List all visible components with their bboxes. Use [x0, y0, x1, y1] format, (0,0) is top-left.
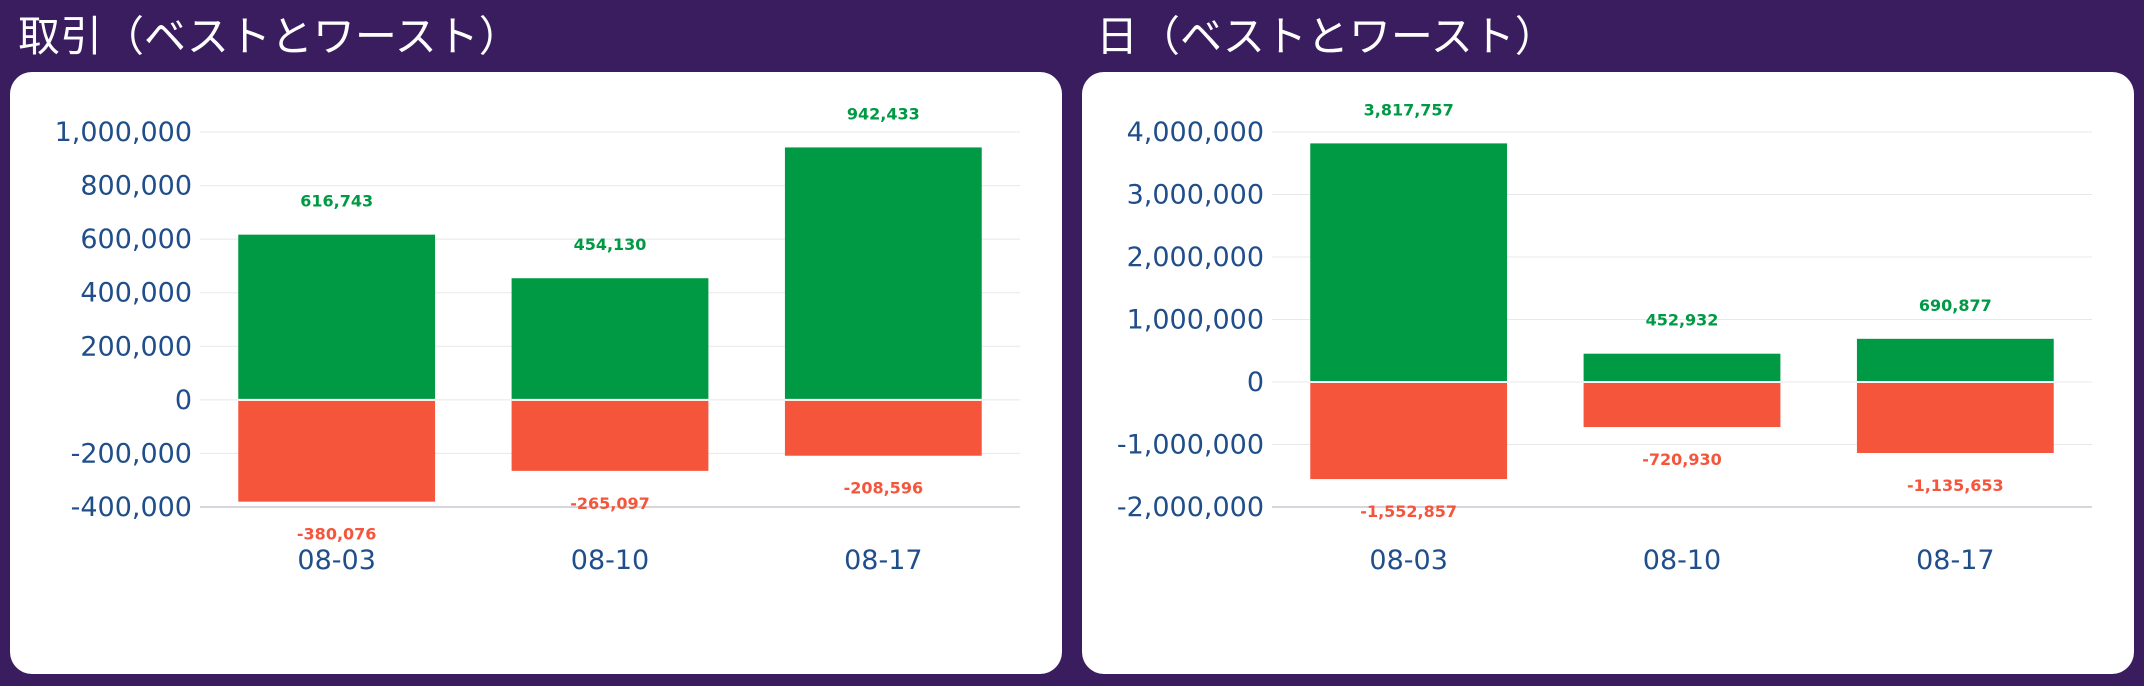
x-tick-label: 08-17: [844, 545, 922, 576]
y-tick-label: -1,000,000: [1117, 430, 1264, 461]
y-tick-label: 0: [175, 385, 192, 416]
bar-worst: [238, 399, 436, 502]
data-label-worst: -380,076: [297, 525, 377, 544]
x-tick-label: 08-10: [571, 545, 649, 576]
data-label-best: 3,817,757: [1364, 100, 1454, 119]
data-label-worst: -1,135,653: [1907, 476, 2004, 495]
chart-card-days: -2,000,000 -1,000,000 0 1,000,000 2,000,000 3…: [1082, 72, 2134, 674]
data-label-best: 452,932: [1646, 311, 1719, 330]
chart-title-days: 日（ベストとワースト）: [1096, 12, 1557, 61]
y-tick-label: 3,000,000: [1127, 180, 1264, 211]
y-tick-label: 1,000,000: [1127, 305, 1264, 336]
data-label-best: 942,433: [847, 104, 920, 123]
bar-best: [1583, 353, 1781, 382]
y-tick-label: 2,000,000: [1127, 242, 1264, 273]
data-label-best: 454,130: [574, 235, 647, 254]
y-tick-label: 200,000: [80, 331, 192, 362]
bar-best: [238, 234, 436, 400]
bar-best: [511, 278, 709, 400]
bar-worst: [1583, 382, 1781, 428]
x-tick-label: 08-03: [297, 545, 375, 576]
y-tick-label: -400,000: [71, 492, 192, 523]
bar-best: [1310, 143, 1508, 382]
chart-title-trades: 取引（ベストとワースト）: [18, 12, 521, 61]
days-chart: -2,000,000 -1,000,000 0 1,000,000 2,000,000 3…: [1117, 100, 2092, 576]
data-label-best: 690,877: [1919, 296, 1992, 315]
data-label-worst: -208,596: [844, 479, 924, 498]
y-tick-label: 600,000: [80, 224, 192, 255]
y-tick-label: 0: [1247, 367, 1264, 398]
data-label-worst: -720,930: [1642, 450, 1722, 469]
y-tick-label: 400,000: [80, 278, 192, 309]
data-label-worst: -265,097: [570, 494, 650, 513]
y-tick-label: -200,000: [71, 438, 192, 469]
data-label-best: 616,743: [300, 192, 373, 211]
y-tick-label: 800,000: [80, 171, 192, 202]
bar-worst: [1856, 382, 2054, 453]
y-tick-label: -2,000,000: [1117, 492, 1264, 523]
bar-worst: [1310, 382, 1508, 480]
trades-chart: -400,000 -200,000 0 200,000 400,000 600,000 80…: [55, 104, 1020, 576]
chart-card-trades: -400,000 -200,000 0 200,000 400,000 600,000 80…: [10, 72, 1062, 674]
bar-worst: [511, 399, 709, 471]
data-label-worst: -1,552,857: [1360, 502, 1457, 521]
x-tick-label: 08-10: [1643, 545, 1721, 576]
y-tick-label: 4,000,000: [1127, 117, 1264, 148]
x-tick-label: 08-17: [1916, 545, 1994, 576]
bar-best: [1856, 338, 2054, 382]
bar-worst: [784, 399, 982, 456]
bar-best: [784, 147, 982, 400]
x-tick-label: 08-03: [1369, 545, 1447, 576]
y-tick-label: 1,000,000: [55, 117, 192, 148]
